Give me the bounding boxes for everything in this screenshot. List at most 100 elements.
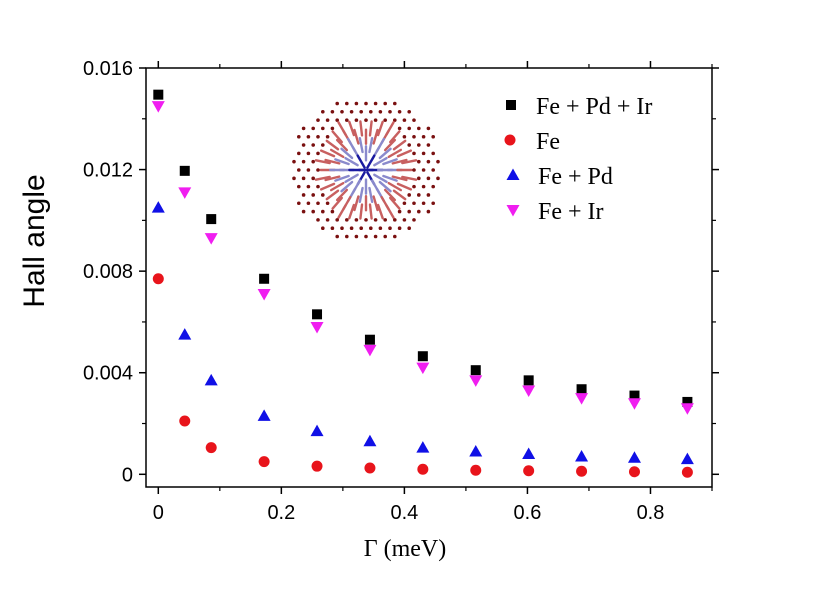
lattice-dot: [321, 226, 325, 230]
lattice-dot: [345, 118, 349, 122]
lattice-dot: [316, 134, 320, 139]
lattice-dot: [311, 209, 316, 214]
lattice-dot: [397, 209, 402, 214]
lattice-dot: [321, 193, 325, 197]
spin-arrow: [401, 159, 418, 165]
lattice-dot: [311, 126, 316, 131]
lattice-dot: [402, 201, 407, 206]
data-point: [259, 273, 270, 284]
spin-arrow: [335, 188, 349, 202]
lattice-dot: [330, 110, 335, 114]
data-point: [257, 409, 271, 421]
spin-arrow: [366, 154, 376, 169]
spin-arrow: [359, 120, 364, 137]
lattice-dot: [316, 118, 320, 122]
lattice-dot: [383, 234, 388, 239]
lattice-dot: [335, 218, 340, 222]
spin-arrow: [368, 120, 373, 137]
spin-arrow: [387, 181, 403, 192]
spin-arrow: [329, 181, 345, 192]
series-fe-pd: [151, 201, 694, 465]
lattice-dot: [354, 118, 359, 122]
spin-arrow: [396, 149, 413, 158]
data-point: [416, 362, 430, 375]
y-tick-label: 0: [122, 464, 133, 486]
lattice-dot: [364, 118, 368, 122]
spin-arrow: [372, 195, 379, 212]
spin-arrow: [331, 196, 343, 210]
lattice-dot: [306, 168, 311, 172]
lattice-dot: [426, 209, 431, 214]
lattice-dot: [393, 218, 397, 222]
legend-marker: [506, 168, 520, 180]
lattice-dot: [417, 209, 421, 214]
spin-arrow: [376, 203, 384, 220]
lattice-dot: [301, 126, 306, 131]
legend-marker: [504, 134, 516, 146]
lattice-dot: [431, 134, 436, 139]
lattice-dot: [316, 168, 320, 172]
spin-arrow: [344, 156, 359, 167]
spin-arrow: [391, 158, 408, 165]
data-point: [469, 444, 483, 457]
lattice-dot: [306, 151, 311, 156]
data-point: [310, 322, 324, 334]
spin-arrow: [401, 175, 418, 181]
series-fe-pd-ir: [153, 89, 693, 407]
lattice-dot: [412, 151, 416, 156]
lattice-dot: [421, 201, 426, 206]
data-point: [628, 466, 640, 478]
lattice-dot: [397, 226, 402, 230]
lattice-dot: [316, 151, 320, 156]
spin-arrow: [387, 148, 403, 159]
data-point: [204, 373, 218, 386]
lattice-dot: [311, 159, 316, 164]
lattice-dot: [426, 176, 431, 181]
spin-arrow: [335, 138, 349, 152]
lattice-dot: [383, 118, 388, 122]
x-axis-title: Γ (meV): [364, 536, 447, 562]
lattice-dot: [412, 201, 416, 206]
data-point: [417, 463, 429, 475]
data-point: [627, 451, 641, 463]
lattice-dot: [330, 226, 335, 230]
spin-arrow: [389, 130, 401, 144]
lattice-dot: [393, 118, 397, 122]
data-point: [363, 434, 377, 447]
lattice-dot: [407, 193, 412, 197]
spin-arrow: [383, 138, 397, 152]
spin-arrow: [376, 120, 384, 137]
lattice-dot: [325, 201, 330, 206]
spin-arrow: [324, 175, 341, 182]
lattice-dot: [354, 218, 359, 222]
spin-arrow: [358, 136, 364, 154]
lattice-dot: [301, 209, 306, 214]
data-point: [680, 452, 694, 465]
x-tick-labels: 0 0.2 0.4 0.6 0.8: [153, 502, 665, 524]
x-tick-label: 0.8: [637, 502, 665, 524]
lattice-dot: [412, 118, 416, 122]
spin-arrow: [373, 156, 388, 167]
spin-arrow: [340, 180, 354, 193]
lattice-dot: [321, 143, 325, 147]
lattice-dot: [436, 176, 440, 181]
spin-arrow: [319, 149, 336, 158]
lattice-dot: [306, 184, 311, 189]
lattice-dot: [426, 126, 431, 131]
spin-arrow: [359, 203, 364, 220]
spin-arrow: [353, 195, 360, 212]
legend-label: Fe + Pd: [538, 164, 613, 190]
lattice-dot: [431, 184, 436, 189]
y-tick-label: 0.016: [83, 58, 133, 80]
y-axis-title: Hall angle: [18, 174, 51, 307]
data-point: [204, 233, 218, 245]
lattice-dot: [335, 118, 340, 122]
data-points: [151, 89, 694, 478]
data-point: [205, 442, 217, 454]
lattice-dot: [364, 234, 368, 239]
data-point: [178, 187, 192, 199]
data-point: [522, 447, 536, 459]
lattice-dot: [297, 151, 301, 156]
data-point: [257, 289, 271, 301]
data-point: [417, 351, 428, 362]
